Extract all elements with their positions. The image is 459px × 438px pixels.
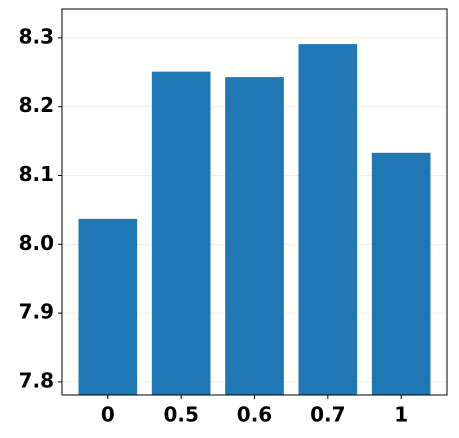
x-tick-label: 0.5: [163, 403, 198, 427]
x-tick-label: 0.6: [237, 403, 272, 427]
y-tick-label: 8.2: [19, 93, 54, 117]
bar: [225, 77, 284, 395]
bar: [151, 71, 211, 395]
y-tick-label: 8.1: [19, 162, 54, 186]
x-tick-label: 1: [394, 403, 408, 427]
y-tick-label: 8.0: [19, 231, 54, 255]
y-tick-label: 7.9: [19, 300, 54, 324]
bar: [371, 152, 431, 395]
bar: [298, 44, 358, 395]
plot-area: [62, 37, 447, 395]
x-tick-label: 0: [101, 403, 115, 427]
y-tick-label: 8.3: [19, 24, 54, 48]
x-tick-label: 0.7: [310, 403, 345, 427]
bar: [78, 218, 138, 395]
y-tick-label: 7.8: [19, 368, 54, 392]
